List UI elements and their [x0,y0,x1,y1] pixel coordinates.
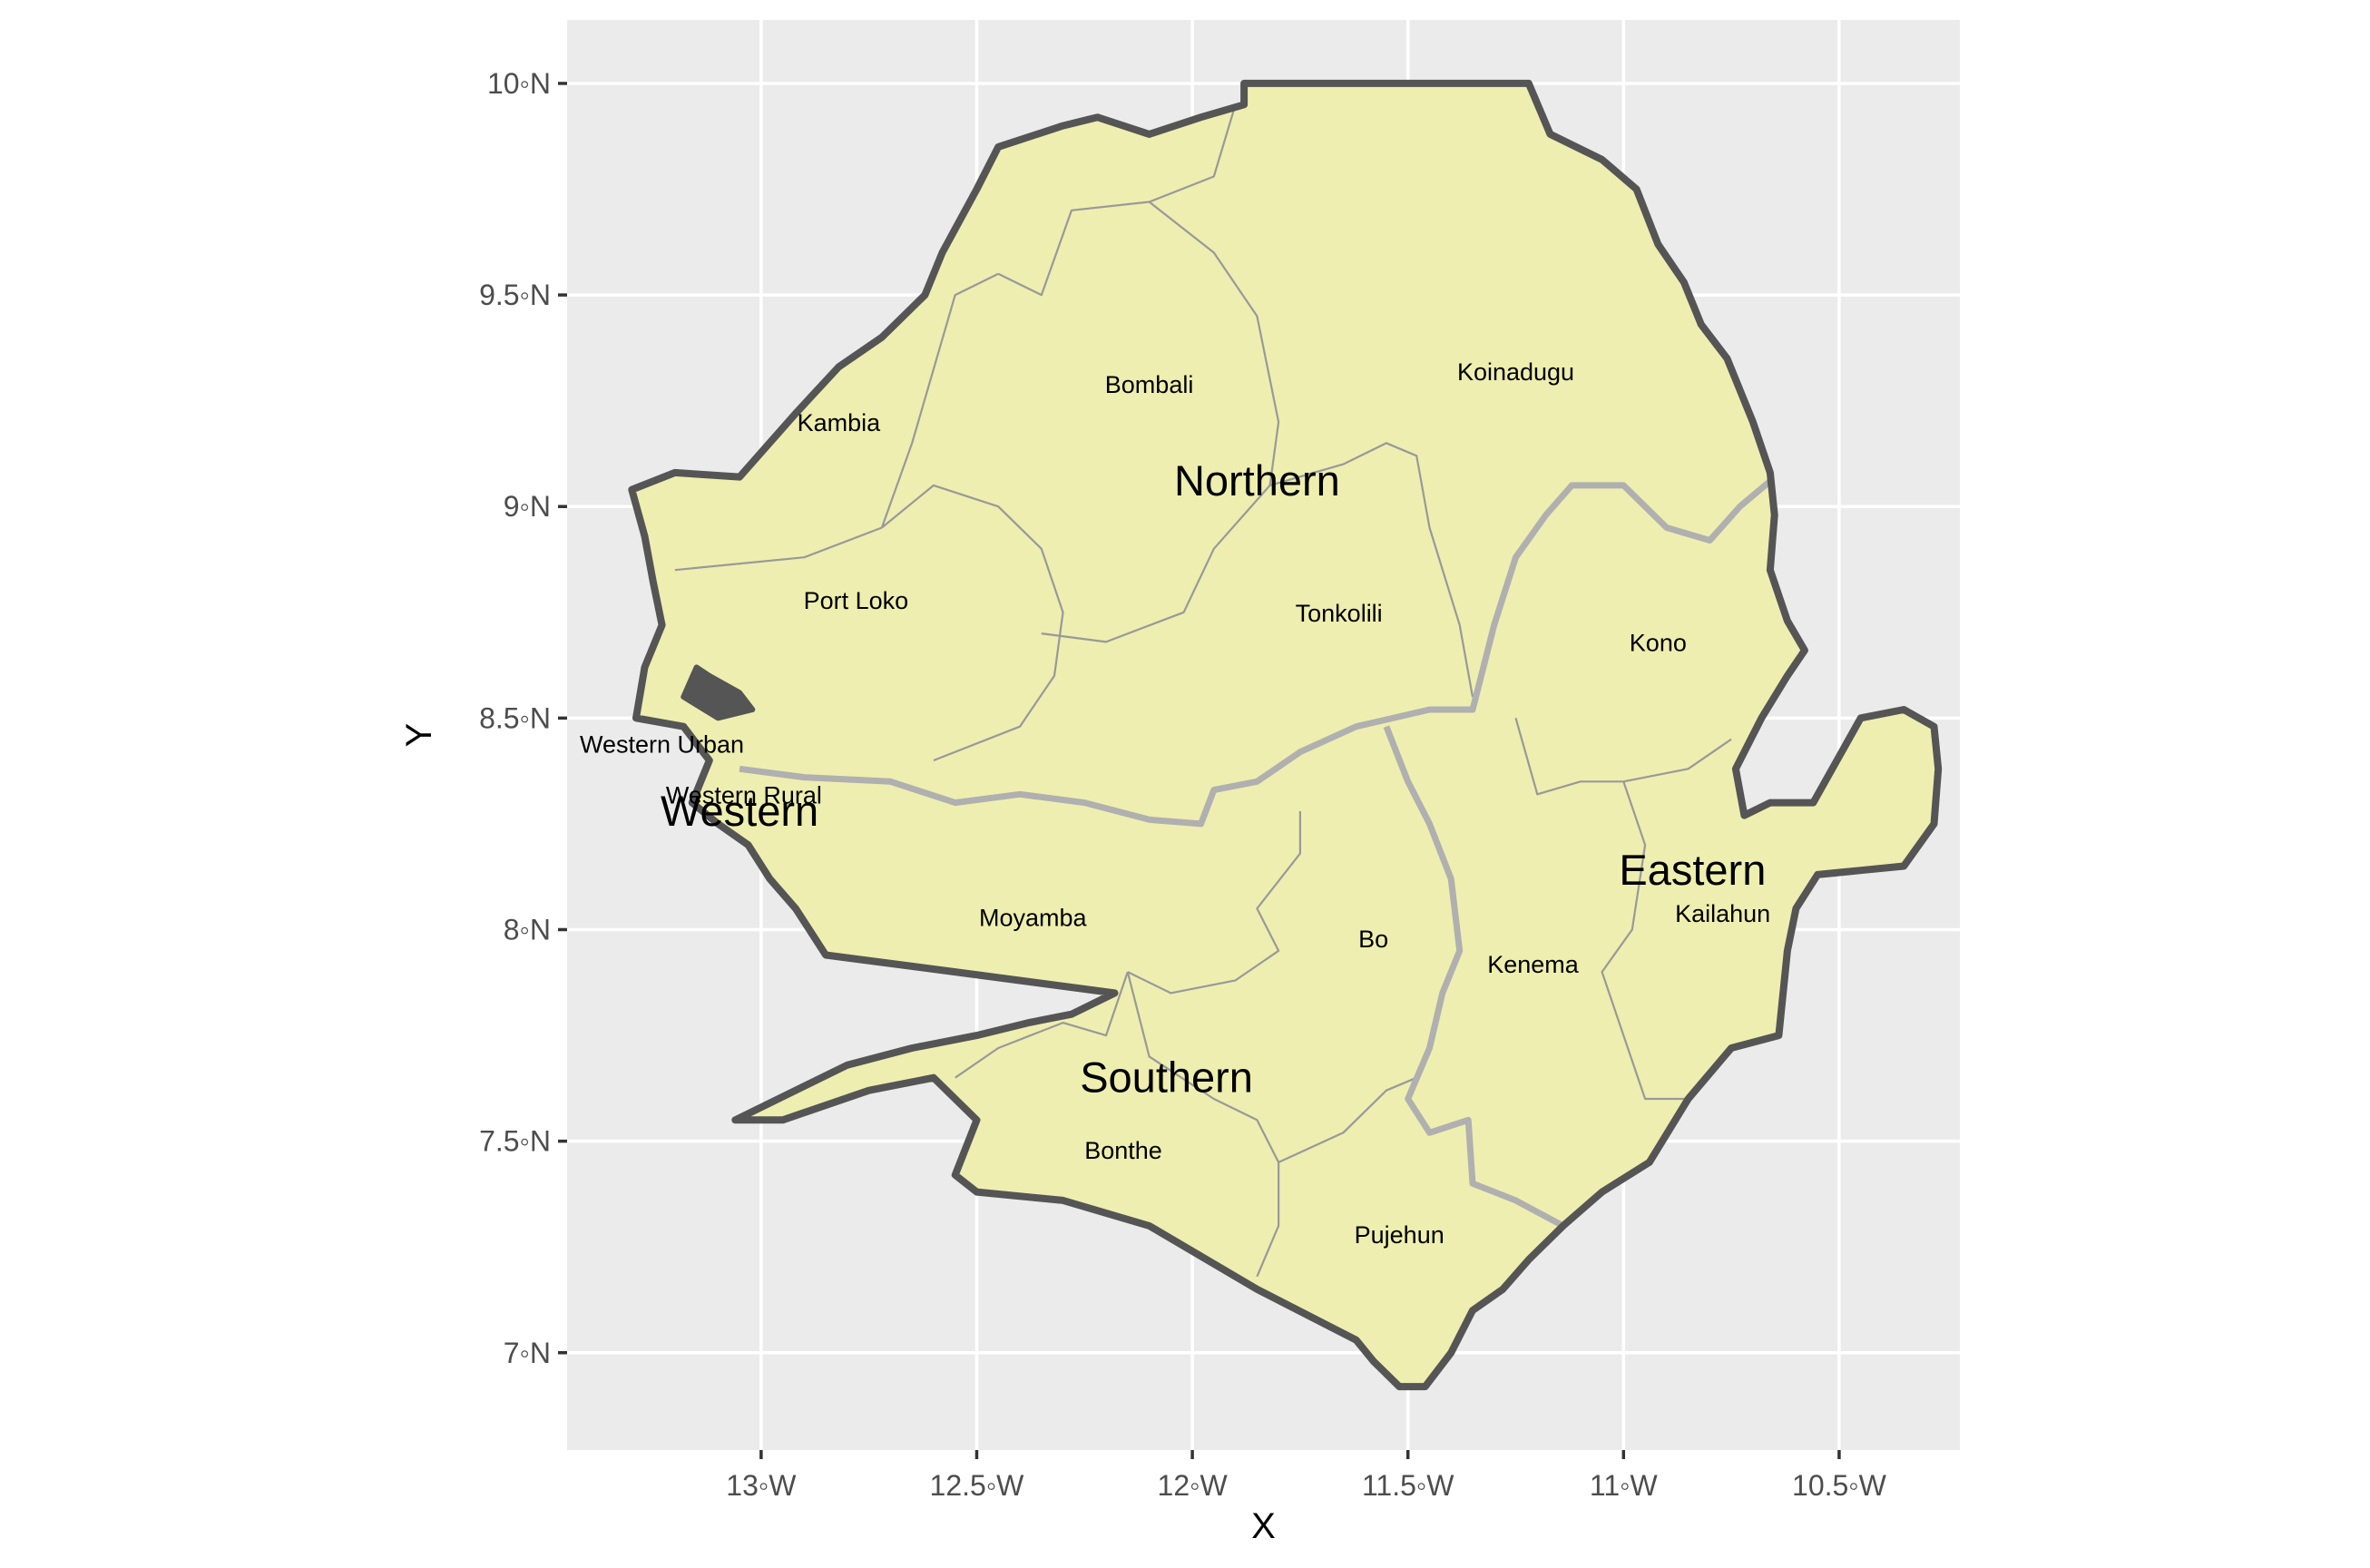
province-border [739,478,1773,828]
district-border [1514,718,1732,796]
y-tick-label: 7.5◦N [479,1125,551,1158]
y-tick-label: 7◦N [504,1337,551,1369]
district-label: Kono [1630,629,1687,656]
district-label: Port Loko [804,587,909,614]
region-labels: Kambia Bombali Koinadugu Port Loko Tonkolili… [580,358,1770,1249]
district-border [1126,971,1280,1278]
district-border [1127,810,1302,995]
y-tick-label: 8.5◦N [479,701,551,734]
province-label: Northern [1174,456,1340,505]
province-border [1383,725,1565,1229]
x-tick-label: 12.5◦W [930,1469,1025,1502]
district-label: Koinadugu [1457,358,1574,386]
district-border [1278,1076,1417,1163]
district-label: Bombali [1105,371,1194,398]
district-label: Moyamba [979,904,1088,931]
district-border [1601,780,1689,1101]
district-label: Bo [1358,926,1388,953]
y-tick-label: 9◦N [504,490,551,523]
district-label: Tonkolili [1296,600,1383,627]
y-tick-label: 9.5◦N [479,279,551,311]
x-axis-title: X [1251,1506,1276,1546]
x-tick-label: 12◦W [1158,1469,1229,1502]
district-border [1269,442,1474,698]
district-label: Western Urban [580,730,744,758]
land-layer [628,79,1943,1391]
district-border [674,526,883,572]
province-label: Southern [1080,1054,1253,1102]
district-label: Kailahun [1675,900,1770,927]
district-label: Bonthe [1084,1137,1162,1164]
country-fill [632,83,1939,1387]
y-tick-label: 10◦N [487,67,551,100]
x-tick-label: 13◦W [726,1469,797,1502]
y-axis-title: Y [399,723,439,748]
district-border [997,103,1237,297]
island-cluster [681,664,756,721]
x-tick-label: 10.5◦W [1792,1469,1887,1502]
district-label: Western Rural [666,781,822,808]
district-label: Kambia [798,409,882,436]
district-border [880,272,999,528]
district-border [955,971,1129,1079]
x-tick-label: 11◦W [1590,1469,1659,1502]
district-label: Pujehun [1355,1221,1445,1249]
province-label: Western [661,787,818,835]
country-border [628,79,1943,1391]
district-label: Kenema [1487,951,1580,978]
province-label: Eastern [1619,846,1766,894]
district-border [881,484,1064,762]
y-tick-label: 8◦N [504,913,551,946]
x-tick-label: 11.5◦W [1362,1469,1454,1502]
axes: 13◦W 12.5◦W 12◦W 11.5◦W 11◦W 10.5◦W 7◦N 7.5◦N 8◦… [479,67,1887,1502]
